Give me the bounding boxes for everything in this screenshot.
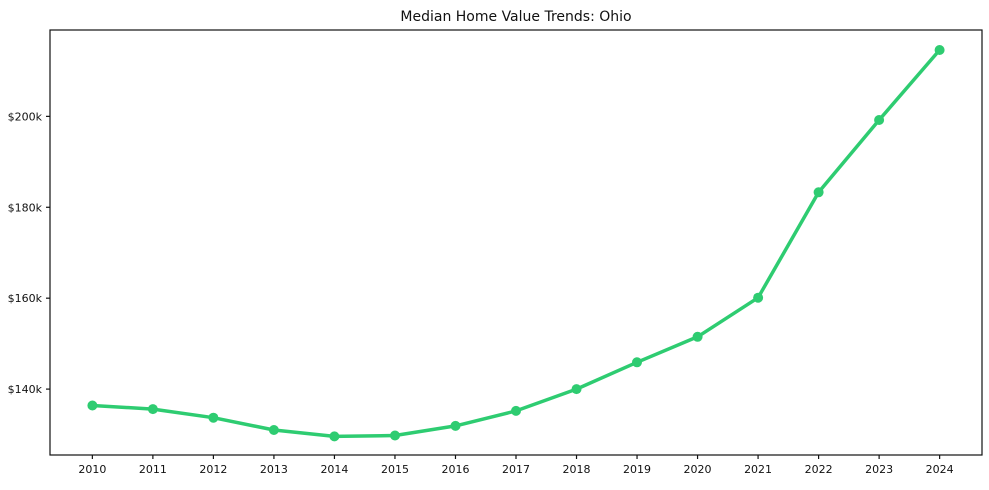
y-tick-label: $160k [8, 292, 43, 305]
x-tick-label: 2013 [260, 463, 288, 476]
plot-layer: $140k $160k $180k $200k 2010 2011 2012 2013 2014… [8, 29, 983, 476]
data-point [147, 404, 158, 415]
data-point [329, 431, 340, 442]
data-point [571, 384, 582, 395]
data-point [208, 412, 219, 423]
x-tick-label: 2010 [78, 463, 106, 476]
data-point [874, 115, 885, 125]
x-tick-label: 2014 [320, 463, 348, 476]
data-point [450, 420, 461, 431]
x-tick-label: 2015 [381, 463, 409, 476]
data-point [268, 425, 279, 435]
data-point [753, 292, 764, 303]
x-tick-label: 2016 [441, 463, 469, 476]
x-tick-label: 2022 [805, 463, 833, 476]
data-point [813, 187, 824, 198]
data-point [934, 45, 945, 55]
y-tick-label: $200k [8, 110, 43, 123]
x-tick-label: 2011 [139, 463, 167, 476]
x-tick-label: 2024 [926, 463, 954, 476]
x-tick-label: 2018 [563, 463, 591, 476]
y-tick-label: $140k [8, 383, 43, 396]
data-point [511, 405, 521, 416]
x-tick-label: 2021 [744, 463, 772, 476]
x-tick-label: 2012 [199, 463, 227, 476]
data-point [87, 400, 98, 411]
data-point [692, 331, 703, 342]
x-tick-label: 2020 [684, 463, 712, 476]
x-tick-label: 2019 [623, 463, 651, 476]
x-tick-label: 2023 [865, 463, 893, 476]
data-point [632, 357, 642, 368]
data-point [390, 430, 400, 441]
x-tick-label: 2017 [502, 463, 530, 476]
chart-title: Median Home Value Trends: Ohio [400, 9, 631, 25]
y-tick-label: $180k [8, 201, 43, 214]
plot-border [49, 29, 983, 456]
